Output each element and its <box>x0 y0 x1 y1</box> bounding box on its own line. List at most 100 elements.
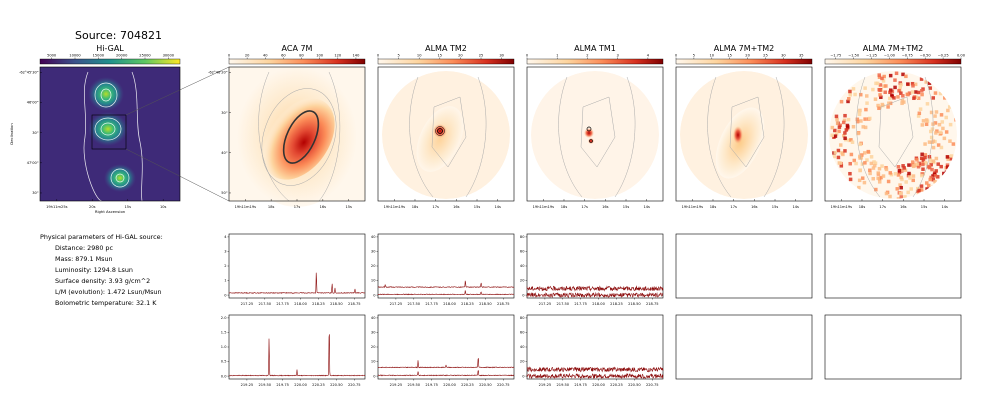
speckle-cell <box>900 177 904 182</box>
map-ytick-label: 50" <box>221 191 228 195</box>
speckle-cell <box>914 95 919 100</box>
speckle-cell <box>927 140 932 144</box>
speckle-cell <box>929 175 933 180</box>
colorbar-0 <box>39 58 181 65</box>
spectrum-ytick-label: 0 <box>522 374 525 378</box>
speckle-cell <box>951 142 956 146</box>
map-ytick-label: 30" <box>32 131 39 135</box>
speckle-cell <box>934 110 939 114</box>
speckle-cell <box>855 117 860 122</box>
speckle-cell <box>876 103 880 108</box>
map-xtick-label: 19h11m19s <box>235 205 256 209</box>
speckle-cell <box>832 154 836 159</box>
speckle-cell <box>895 187 899 191</box>
7m-tm2-map <box>676 67 812 201</box>
speckle-cell <box>910 90 915 94</box>
speckle-cell <box>833 134 838 138</box>
speckle-cell <box>835 117 839 122</box>
colorbar-1 <box>228 58 366 65</box>
speckle-cell <box>903 195 907 199</box>
speckle-cell <box>848 93 852 97</box>
colorbar-tick-label: 5 <box>397 54 399 58</box>
spectrum-xtick-label: 220.50 <box>628 383 641 387</box>
speckle-cell <box>946 108 950 113</box>
speckle-cell <box>857 178 862 183</box>
spectrum-xtick-label: 219.75 <box>425 383 438 387</box>
speckle-cell <box>874 81 878 86</box>
colorbar-tick-label: 0 <box>675 54 678 58</box>
speckle-cell <box>936 143 941 147</box>
speckle-cell <box>838 123 842 128</box>
speckle-cell <box>889 88 893 92</box>
speckle-cell <box>888 194 892 199</box>
speckle-cell <box>910 81 915 86</box>
spectrum-ytick-label: 60 <box>520 250 525 254</box>
spectrum-series-line <box>526 372 664 380</box>
colorbar-tick-label: 20000 <box>116 54 128 58</box>
higal-blob-south <box>104 164 136 192</box>
speckle-cell <box>834 132 839 136</box>
speckle-cell <box>868 168 872 173</box>
map-xtick-label: 15s <box>345 205 352 209</box>
spectrum-xtick-label: 217.75 <box>276 302 289 306</box>
spectrum-series-line <box>377 290 515 296</box>
speckle-cell <box>936 162 940 166</box>
speckle-cell <box>847 96 851 101</box>
speckle-cell <box>942 171 946 176</box>
speckle-cell <box>938 91 943 96</box>
colorbar-tick-label: 10 <box>710 54 715 58</box>
speckle-cell <box>928 86 933 90</box>
map-xtick-label: 17s <box>730 205 737 209</box>
spectrum-ytick-label: 20 <box>371 345 376 349</box>
speckle-cell <box>863 86 867 90</box>
speckle-cell <box>940 120 945 124</box>
speckle-cell <box>888 73 893 78</box>
spectrum-xtick-label: 217.25 <box>241 302 254 306</box>
speckle-cell <box>835 121 840 126</box>
speckle-cell <box>848 89 852 94</box>
speckle-cell <box>921 167 925 171</box>
speckle-cell <box>933 121 938 125</box>
spectrum-xtick-label: 218.25 <box>461 302 474 306</box>
speckle-cell <box>865 101 869 105</box>
speckle-cell <box>896 173 901 177</box>
speckle-cell <box>863 117 867 121</box>
map-ytick-label: -62°46'20" <box>208 71 228 75</box>
speckle-cell <box>935 175 940 179</box>
speckle-cell <box>893 85 897 90</box>
speckle-cell <box>938 130 943 135</box>
colorbar-tick-label: 35 <box>799 54 804 58</box>
spectrum-series-line <box>526 291 664 298</box>
colorbar-2 <box>377 58 515 65</box>
map-xtick-label: 18s <box>859 205 866 209</box>
speckle-cell <box>830 125 835 130</box>
speckle-cell <box>904 180 908 184</box>
speckle-cell <box>873 97 878 101</box>
speckle-cell <box>930 127 935 131</box>
map-xtick-label: 15s <box>772 205 779 209</box>
empty-spectrum-panel-0-0 <box>675 233 813 299</box>
spectrum-xtick-label: 219.25 <box>390 383 403 387</box>
colorbar-tick-label: −0.75 <box>902 54 913 58</box>
map-xtick-label: 17s <box>581 205 588 209</box>
speckle-cell <box>917 111 922 116</box>
speckle-cell <box>833 128 837 133</box>
param-distance: Distance: 2980 pc <box>55 244 113 252</box>
speckle-cell <box>919 188 924 192</box>
map-xtick-label: 15s <box>474 205 481 209</box>
map-xlabel: Right Ascension <box>95 209 126 214</box>
colorbar-5 <box>824 58 962 65</box>
higal-blob-center <box>88 112 128 146</box>
speckle-cell <box>945 163 950 167</box>
colorbar-tick-label: 10000 <box>69 54 81 58</box>
speckle-cell <box>925 181 929 185</box>
speckle-cell <box>931 159 936 163</box>
map-xtick-label: 14s <box>941 205 948 209</box>
speckle-cell <box>854 161 858 166</box>
speckle-cell <box>880 76 884 81</box>
speckle-cell <box>912 96 916 101</box>
map-xtick-label: 19h11m19s <box>831 205 852 209</box>
colorbar-tick-label: 25000 <box>139 54 151 58</box>
